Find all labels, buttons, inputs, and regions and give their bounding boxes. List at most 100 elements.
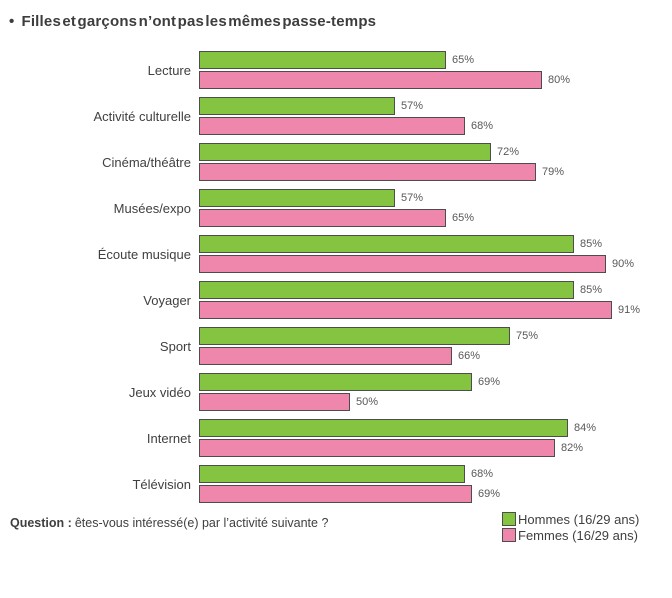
- bar-pair: 84% 82%: [199, 419, 672, 459]
- value-label: 57%: [401, 192, 424, 204]
- legend-label-femmes: Femmes (16/29 ans): [518, 527, 638, 543]
- bar-line: 85%: [199, 281, 672, 299]
- bar-pair: 57% 68%: [199, 97, 672, 137]
- bar-pair: 69% 50%: [199, 373, 672, 413]
- legend-item-hommes: Hommes (16/29 ans): [502, 511, 639, 527]
- value-label: 65%: [452, 54, 475, 66]
- hommes-bar: [199, 235, 574, 253]
- value-label: 80%: [548, 74, 571, 86]
- category-row: Écoute musique 85% 90%: [0, 235, 672, 281]
- bar-line: 50%: [199, 393, 672, 411]
- value-label: 65%: [452, 212, 475, 224]
- bar-line: 65%: [199, 209, 672, 227]
- category-label: Lecture: [147, 62, 191, 78]
- value-label: 85%: [580, 284, 603, 296]
- femmes-bar: [199, 393, 350, 411]
- bar-chart-plot-area: Lecture 65% 80% Activité culturelle 57% 68% Ci…: [0, 51, 672, 511]
- bar-line: 79%: [199, 163, 672, 181]
- bar-line: 90%: [199, 255, 672, 273]
- bar-line: 72%: [199, 143, 672, 161]
- category-row: Télévision 68% 69%: [0, 465, 672, 511]
- category-row: Sport 75% 66%: [0, 327, 672, 373]
- femmes-bar: [199, 117, 465, 135]
- bar-pair: 85% 90%: [199, 235, 672, 275]
- femmes-color-swatch-icon: [502, 528, 516, 542]
- value-label: 57%: [401, 100, 424, 112]
- bar-line: 91%: [199, 301, 672, 319]
- hommes-bar: [199, 97, 395, 115]
- chart-legend: Hommes (16/29 ans) Femmes (16/29 ans): [502, 511, 639, 543]
- bar-pair: 75% 66%: [199, 327, 672, 367]
- value-label: 69%: [478, 488, 501, 500]
- category-label: Sport: [159, 338, 191, 354]
- value-label: 75%: [516, 330, 539, 342]
- category-row: Activité culturelle 57% 68%: [0, 97, 672, 143]
- bar-line: 68%: [199, 117, 672, 135]
- category-label: Voyager: [143, 292, 191, 308]
- hommes-bar: [199, 373, 472, 391]
- category-label: Télévision: [132, 476, 191, 492]
- bar-line: 75%: [199, 327, 672, 345]
- bar-line: 69%: [199, 485, 672, 503]
- bar-line: 68%: [199, 465, 672, 483]
- value-label: 90%: [612, 258, 635, 270]
- category-label: Cinéma/théâtre: [102, 154, 191, 170]
- title-bullet-icon: •: [9, 13, 15, 30]
- femmes-bar: [199, 209, 446, 227]
- bar-line: 57%: [199, 97, 672, 115]
- bar-line: 82%: [199, 439, 672, 457]
- bar-pair: 57% 65%: [199, 189, 672, 229]
- bar-line: 69%: [199, 373, 672, 391]
- category-label: Internet: [146, 430, 191, 446]
- value-label: 91%: [618, 304, 641, 316]
- bar-line: 66%: [199, 347, 672, 365]
- bar-pair: 68% 69%: [199, 465, 672, 505]
- chart-title-text: Filles et garçons n’ont pas les mêmes pa…: [21, 13, 377, 30]
- question-label: Question :: [10, 516, 72, 530]
- bar-line: 84%: [199, 419, 672, 437]
- category-row: Jeux vidéo 69% 50%: [0, 373, 672, 419]
- value-label: 66%: [458, 350, 481, 362]
- hommes-bar: [199, 51, 446, 69]
- value-label: 79%: [542, 166, 565, 178]
- bar-line: 85%: [199, 235, 672, 253]
- hommes-color-swatch-icon: [502, 512, 516, 526]
- femmes-bar: [199, 71, 542, 89]
- hommes-bar: [199, 281, 574, 299]
- bar-pair: 72% 79%: [199, 143, 672, 183]
- category-row: Lecture 65% 80%: [0, 51, 672, 97]
- question-footnote: Question : êtes-vous intéressé(e) par l’a…: [10, 516, 328, 530]
- category-row: Musées/expo 57% 65%: [0, 189, 672, 235]
- value-label: 84%: [574, 422, 597, 434]
- category-label: Activité culturelle: [93, 108, 191, 124]
- hommes-bar: [199, 189, 395, 207]
- bar-pair: 65% 80%: [199, 51, 672, 91]
- chart-title: • Filles et garçons n’ont pas les mêmes p…: [9, 13, 376, 30]
- value-label: 85%: [580, 238, 603, 250]
- bar-pair: 85% 91%: [199, 281, 672, 321]
- category-label: Écoute musique: [97, 246, 191, 262]
- bar-line: 80%: [199, 71, 672, 89]
- value-label: 68%: [471, 120, 494, 132]
- value-label: 50%: [356, 396, 379, 408]
- category-label: Musées/expo: [113, 200, 191, 216]
- femmes-bar: [199, 439, 555, 457]
- category-label: Jeux vidéo: [128, 384, 191, 400]
- femmes-bar: [199, 255, 606, 273]
- legend-item-femmes: Femmes (16/29 ans): [502, 527, 639, 543]
- value-label: 72%: [497, 146, 520, 158]
- category-row: Internet 84% 82%: [0, 419, 672, 465]
- question-text: êtes-vous intéressé(e) par l’activité su…: [74, 516, 329, 530]
- hommes-bar: [199, 465, 465, 483]
- femmes-bar: [199, 485, 472, 503]
- value-label: 82%: [561, 442, 584, 454]
- bar-line: 65%: [199, 51, 672, 69]
- femmes-bar: [199, 301, 612, 319]
- hommes-bar: [199, 419, 568, 437]
- bar-line: 57%: [199, 189, 672, 207]
- hommes-bar: [199, 327, 510, 345]
- hommes-bar: [199, 143, 491, 161]
- value-label: 69%: [478, 376, 501, 388]
- category-row: Cinéma/théâtre 72% 79%: [0, 143, 672, 189]
- legend-label-hommes: Hommes (16/29 ans): [518, 511, 640, 527]
